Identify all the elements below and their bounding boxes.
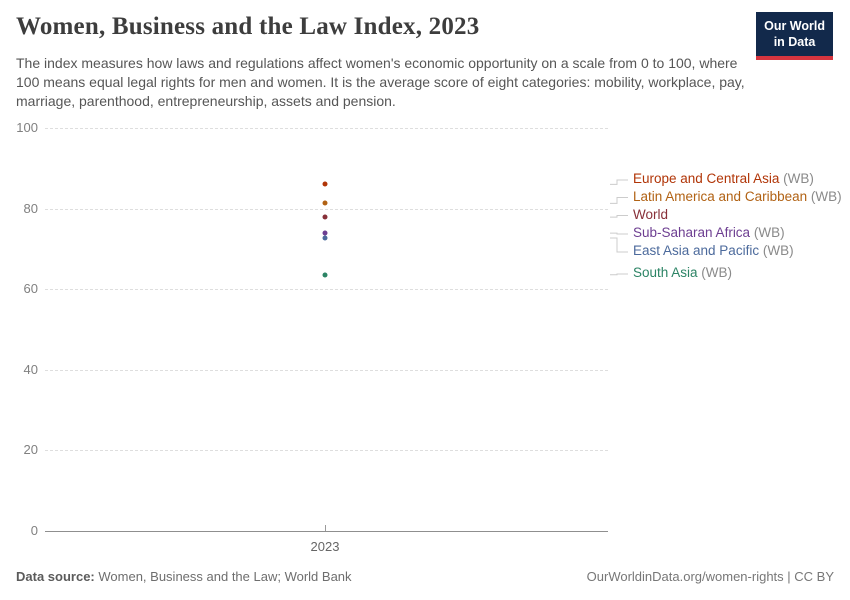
legend-connector (610, 237, 628, 253)
legend-label: World (633, 206, 669, 222)
data-source-text: Women, Business and the Law; World Bank (98, 569, 352, 584)
owid-logo-line2: in Data (773, 34, 816, 49)
legend-item-world[interactable]: World (633, 207, 668, 225)
x-axis-line (45, 531, 608, 532)
data-point-latin-america-and-caribbean[interactable] (322, 200, 328, 206)
data-source-note: Data source: Women, Business and the Law… (16, 569, 352, 584)
data-point-east-asia-and-pacific[interactable] (322, 235, 328, 241)
gridline (45, 450, 608, 452)
gridline (45, 128, 608, 129)
footer-citation-link[interactable]: OurWorldinData.org/women-rights | CC BY (586, 569, 834, 584)
data-point-europe-and-central-asia[interactable] (322, 181, 328, 187)
legend-item-europe-and-central-asia[interactable]: Europe and Central Asia (WB) (633, 171, 814, 189)
gridline (45, 208, 608, 210)
legend-label: Latin America and Caribbean (633, 188, 808, 204)
owid-logo-stripe (756, 56, 833, 61)
legend-label: Sub-Saharan Africa (633, 225, 751, 240)
y-tick-label: 0 (30, 523, 38, 538)
y-tick-label: 40 (23, 361, 38, 377)
legend-label: Europe and Central Asia (633, 171, 780, 186)
legend-item-south-asia[interactable]: South Asia (WB) (633, 265, 732, 283)
legend-suffix: (WB) (759, 243, 794, 258)
legend-item-sub-saharan-africa[interactable]: Sub-Saharan Africa (WB) (633, 225, 785, 243)
legend-connector (610, 197, 628, 204)
legend-item-latin-america-and-caribbean[interactable]: Latin America and Caribbean (WB) (633, 189, 842, 207)
legend-suffix: (WB) (807, 188, 842, 204)
legend-suffix: (WB) (779, 171, 814, 186)
legend-suffix: (WB) (697, 265, 733, 280)
owid-logo[interactable]: Our World in Data (756, 12, 833, 61)
data-source-label: Data source: (16, 569, 95, 584)
legend-connector (610, 215, 628, 218)
legend-connector (610, 232, 628, 235)
data-point-sub-saharan-africa[interactable] (322, 230, 328, 236)
legend-connector (610, 273, 628, 276)
gridline (45, 369, 608, 371)
y-tick-label: 80 (23, 200, 38, 216)
y-tick-label: 100 (16, 120, 38, 135)
owid-logo-box: Our World in Data (756, 12, 833, 57)
gridline (45, 289, 608, 291)
legend-connector (610, 179, 628, 185)
legend-item-east-asia-and-pacific[interactable]: East Asia and Pacific (WB) (633, 243, 794, 261)
legend-label: South Asia (633, 265, 698, 280)
chart-footer: Data source: Women, Business and the Law… (16, 569, 834, 584)
chart-subtitle: The index measures how laws and regulati… (16, 55, 745, 109)
data-point-world[interactable] (322, 214, 328, 220)
y-tick-label: 60 (23, 281, 38, 297)
y-tick-label: 20 (23, 442, 38, 458)
legend-suffix: (WB) (750, 225, 785, 240)
owid-logo-line1: Our World (764, 19, 825, 33)
x-tick (325, 525, 326, 531)
x-tick-label: 2023 (310, 539, 340, 554)
legend-label: East Asia and Pacific (633, 243, 760, 258)
data-point-south-asia[interactable] (322, 272, 328, 278)
page-title: Women, Business and the Law Index, 2023 (16, 13, 480, 40)
